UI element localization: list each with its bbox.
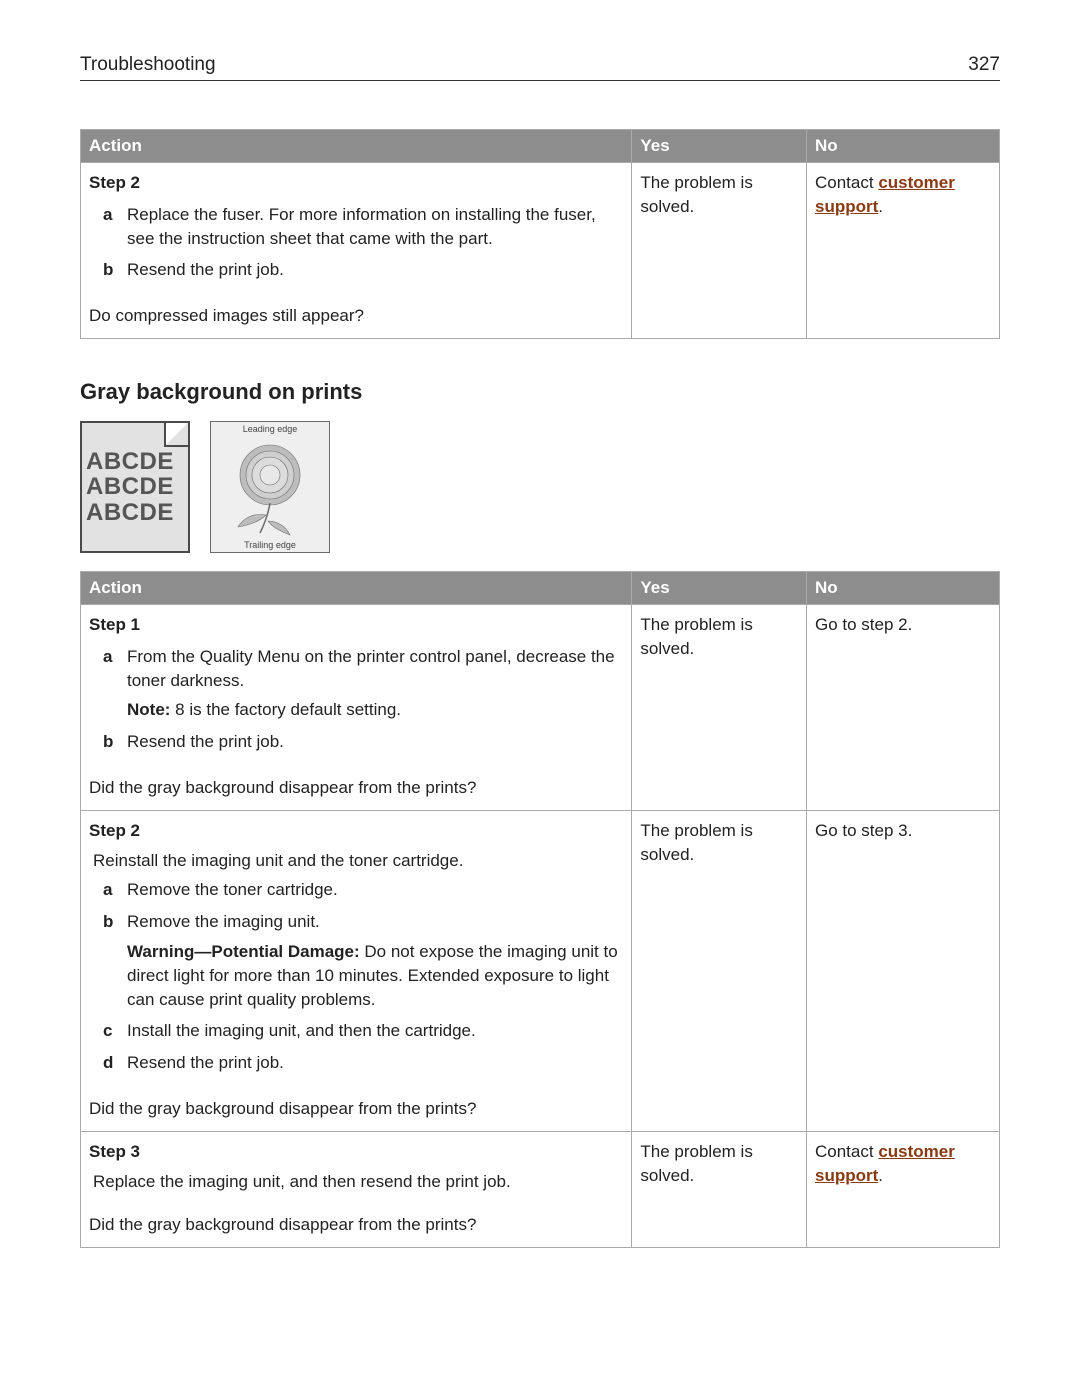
list-item: cInstall the imaging unit, and then the … (89, 1015, 623, 1047)
step1-item-b: Resend the print job. (127, 730, 284, 754)
step-question: Did the gray background disappear from t… (89, 1097, 623, 1121)
step3-lead: Replace the imaging unit, and then resen… (89, 1168, 623, 1196)
sample-text-line: ABCDE (86, 500, 188, 525)
no-cell: Contact customer support. (807, 1131, 1000, 1247)
action-cell: Step 2 aReplace the fuser. For more info… (81, 163, 632, 339)
table-header-row: Action Yes No (81, 571, 1000, 604)
flower-icon (220, 437, 320, 537)
page: Troubleshooting 327 Action Yes No Step 2… (0, 0, 1080, 1308)
no-text-pre: Contact (815, 173, 878, 192)
step2-item-a: Remove the toner cartridge. (127, 878, 338, 902)
col-no-header: No (807, 571, 1000, 604)
action-cell: Step 1 a From the Quality Menu on the pr… (81, 604, 632, 810)
no-text-pre: Contact (815, 1142, 878, 1161)
table-row: Step 1 a From the Quality Menu on the pr… (81, 604, 1000, 810)
no-cell: Go to step 2. (807, 604, 1000, 810)
dog-ear-icon (164, 421, 190, 447)
action-cell: Step 3 Replace the imaging unit, and the… (81, 1131, 632, 1247)
list-item: aRemove the toner cartridge. (89, 874, 623, 906)
leading-edge-label: Leading edge (211, 424, 329, 434)
no-cell: Go to step 3. (807, 810, 1000, 1131)
col-yes-header: Yes (632, 571, 807, 604)
step2-item-c: Install the imaging unit, and then the c… (127, 1019, 476, 1043)
header-section-title: Troubleshooting (80, 54, 216, 76)
step2-item-b: Remove the imaging unit. (127, 912, 320, 931)
action-cell: Step 2 Reinstall the imaging unit and th… (81, 810, 632, 1131)
list-item: a From the Quality Menu on the printer c… (89, 641, 623, 726)
step-item-b: Resend the print job. (127, 258, 284, 282)
note-label: Note: (127, 700, 170, 719)
yes-cell: The problem is solved. (632, 163, 807, 339)
step-item-a: Replace the fuser. For more information … (127, 203, 623, 251)
trailing-edge-label: Trailing edge (211, 540, 329, 550)
step2-item-d: Resend the print job. (127, 1051, 284, 1075)
list-item: aReplace the fuser. For more information… (89, 199, 623, 255)
col-no-header: No (807, 130, 1000, 163)
table-row: Step 2 Reinstall the imaging unit and th… (81, 810, 1000, 1131)
step-question: Do compressed images still appear? (89, 304, 623, 328)
table-row: Step 2 aReplace the fuser. For more info… (81, 163, 1000, 339)
table-row: Step 3 Replace the imaging unit, and the… (81, 1131, 1000, 1247)
list-item: b Remove the imaging unit. Warning—Poten… (89, 906, 623, 1015)
sample-text-line: ABCDE (86, 449, 188, 474)
table-header-row: Action Yes No (81, 130, 1000, 163)
figure-flower-page: Leading edge Trailing edge (210, 421, 330, 553)
step-question: Did the gray background disappear from t… (89, 1213, 623, 1237)
troubleshooting-table-2: Action Yes No Step 1 a From the Quality … (80, 571, 1000, 1248)
yes-cell: The problem is solved. (632, 604, 807, 810)
step-title: Step 3 (89, 1140, 623, 1164)
step2-lead: Reinstall the imaging unit and the toner… (89, 847, 623, 875)
note-text: 8 is the factory default setting. (170, 700, 401, 719)
page-header: Troubleshooting 327 (80, 54, 1000, 81)
figure-sample-page: ABCDE ABCDE ABCDE (80, 421, 190, 553)
warning-label: Warning—Potential Damage: (127, 942, 360, 961)
header-page-number: 327 (968, 54, 1000, 76)
list-item: bResend the print job. (89, 726, 623, 758)
sample-text-line: ABCDE (86, 474, 188, 499)
no-cell: Contact customer support. (807, 163, 1000, 339)
troubleshooting-table-1: Action Yes No Step 2 aReplace the fuser.… (80, 129, 1000, 339)
section-heading: Gray background on prints (80, 379, 1000, 405)
step-title: Step 1 (89, 613, 623, 637)
col-action-header: Action (81, 571, 632, 604)
no-text-post: . (878, 197, 883, 216)
step1-item-a: From the Quality Menu on the printer con… (127, 647, 615, 690)
step-title: Step 2 (89, 171, 623, 195)
col-yes-header: Yes (632, 130, 807, 163)
step-title: Step 2 (89, 819, 623, 843)
step-question: Did the gray background disappear from t… (89, 776, 623, 800)
figures-row: ABCDE ABCDE ABCDE Leading edge Trailing … (80, 421, 1000, 553)
yes-cell: The problem is solved. (632, 1131, 807, 1247)
col-action-header: Action (81, 130, 632, 163)
list-item: bResend the print job. (89, 254, 623, 286)
list-item: dResend the print job. (89, 1047, 623, 1079)
yes-cell: The problem is solved. (632, 810, 807, 1131)
no-text-post: . (878, 1166, 883, 1185)
